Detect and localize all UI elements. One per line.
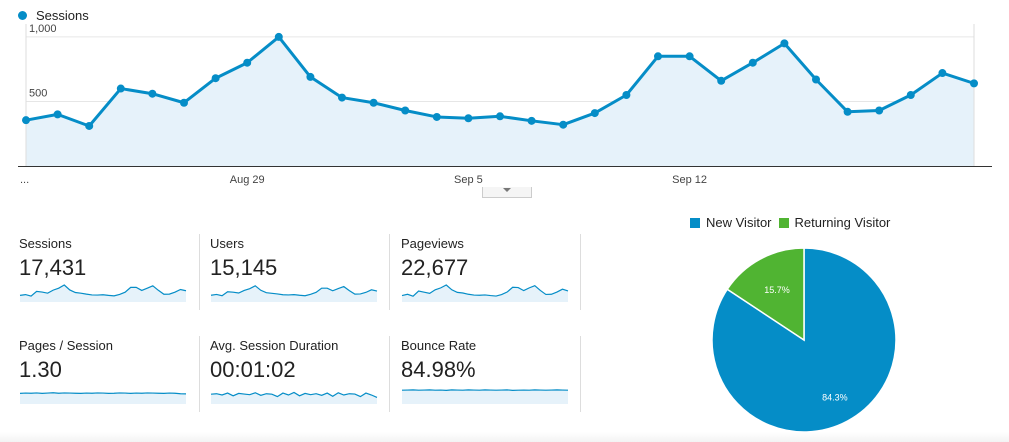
metric-value: 84.98%: [401, 357, 476, 382]
sparkline-fill: [20, 392, 186, 404]
sessions-point[interactable]: [622, 91, 631, 99]
chart-legend[interactable]: Sessions: [18, 8, 89, 23]
sparkline-fill: [20, 285, 186, 302]
metric-value: 00:01:02: [210, 357, 296, 382]
new-visitor-label: New Visitor: [706, 215, 772, 230]
metric-label: Users: [210, 236, 244, 251]
chart-toggle-tab[interactable]: [482, 187, 532, 198]
sparkline-line: [19, 392, 187, 395]
bottom-fade: [0, 432, 1009, 442]
pie-slice-returning-visitor[interactable]: [726, 247, 805, 342]
sparkline-line: [210, 391, 378, 398]
sessions-point[interactable]: [496, 112, 504, 121]
sessions-point[interactable]: [780, 39, 789, 48]
metric-tile[interactable]: Pages / Session 1.30: [19, 338, 189, 408]
divider: [580, 336, 581, 412]
metric-sparkline: [401, 284, 569, 302]
x-tick-label: Aug 29: [230, 174, 265, 186]
sessions-point[interactable]: [53, 110, 62, 119]
metric-label: Pageviews: [401, 236, 464, 251]
metric-label: Pages / Session: [19, 338, 113, 353]
sessions-point[interactable]: [590, 109, 599, 118]
sparkline-line: [401, 284, 569, 297]
sessions-point[interactable]: [211, 74, 220, 83]
divider: [199, 336, 200, 412]
sessions-point[interactable]: [180, 98, 188, 107]
pie-slice-label: 84.3%: [822, 393, 848, 403]
metric-tile[interactable]: Pageviews 22,677: [401, 236, 571, 306]
sessions-point[interactable]: [369, 98, 378, 107]
sessions-point[interactable]: [717, 76, 726, 85]
x-tick-label: Sep 5: [454, 174, 483, 186]
x-tick-label: ...: [20, 174, 29, 186]
sessions-point[interactable]: [527, 116, 536, 125]
legend-new-visitor[interactable]: New Visitor: [690, 215, 772, 230]
sessions-point[interactable]: [970, 79, 978, 88]
sparkline-fill: [211, 392, 377, 404]
legend-returning-visitor[interactable]: Returning Visitor: [778, 215, 891, 230]
sparkline-fill: [211, 285, 377, 302]
metric-label: Sessions: [19, 236, 72, 251]
chevron-down-icon: [503, 188, 511, 192]
pie-slice-label: 15.7%: [764, 285, 790, 295]
metric-sparkline: [19, 392, 187, 404]
metric-label: Bounce Rate: [401, 338, 477, 353]
sessions-legend-dot: [18, 11, 27, 20]
metric-value: 17,431: [19, 255, 87, 280]
y-tick-label: 1,000: [29, 24, 57, 35]
sessions-point[interactable]: [401, 106, 410, 115]
sparkline-fill: [402, 389, 568, 404]
sessions-point[interactable]: [875, 106, 884, 115]
metric-tile[interactable]: Sessions 17,431: [19, 236, 189, 306]
sessions-point[interactable]: [306, 72, 315, 81]
metric-value: 22,677: [401, 255, 469, 280]
sessions-point[interactable]: [812, 75, 820, 84]
metric-sparkline: [401, 389, 569, 404]
new-visitor-swatch: [690, 217, 700, 228]
sessions-legend-label: Sessions: [36, 8, 89, 23]
metric-sparkline: [210, 391, 378, 404]
sessions-point[interactable]: [748, 58, 757, 67]
sessions-point[interactable]: [243, 58, 252, 67]
metric-tile[interactable]: Users 15,145: [210, 236, 380, 306]
sessions-point[interactable]: [274, 32, 283, 41]
sessions-point[interactable]: [559, 120, 568, 129]
metric-tile[interactable]: Avg. Session Duration 00:01:02: [210, 338, 380, 408]
divider: [389, 234, 390, 310]
sessions-point[interactable]: [685, 52, 694, 61]
returning-visitor-swatch: [778, 217, 789, 228]
metric-sparkline: [210, 285, 378, 302]
metric-sparkline: [19, 284, 187, 302]
x-tick-label: Sep 12: [672, 174, 707, 186]
visitor-pie-chart[interactable]: 84.3% 15.7%: [700, 240, 900, 440]
returning-visitor-label: Returning Visitor: [794, 215, 891, 230]
metric-value: 1.30: [19, 357, 62, 382]
sessions-point[interactable]: [22, 116, 30, 125]
sessions-point[interactable]: [906, 91, 915, 99]
sparkline-fill: [402, 285, 568, 302]
pie-legend: New Visitor Returning Visitor: [690, 215, 897, 230]
sparkline-line: [19, 284, 187, 297]
sessions-point[interactable]: [938, 69, 947, 78]
y-tick-label: 500: [29, 87, 47, 99]
divider: [199, 234, 200, 310]
metric-tile[interactable]: Bounce Rate 84.98%: [401, 338, 571, 408]
sessions-point[interactable]: [464, 114, 473, 123]
sessions-point[interactable]: [432, 112, 441, 121]
sessions-point[interactable]: [654, 52, 662, 61]
sessions-area-fill: [26, 36, 974, 167]
divider: [580, 234, 581, 310]
sessions-point[interactable]: [85, 121, 94, 130]
sessions-point[interactable]: [148, 89, 157, 98]
metric-label: Avg. Session Duration: [210, 338, 339, 353]
sparkline-line: [210, 285, 378, 297]
sessions-point[interactable]: [116, 84, 125, 93]
sessions-point[interactable]: [843, 107, 852, 116]
divider: [389, 336, 390, 412]
sessions-line-chart[interactable]: 500 1,000... Aug 29 Sep 5 Sep 12: [0, 24, 1009, 189]
sessions-point[interactable]: [338, 93, 346, 102]
metric-value: 15,145: [210, 255, 278, 280]
